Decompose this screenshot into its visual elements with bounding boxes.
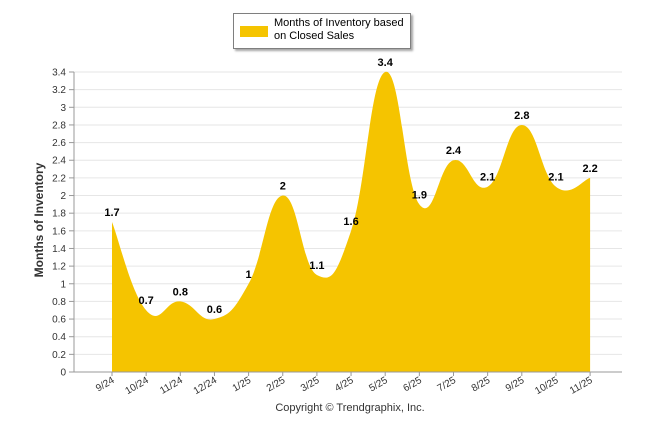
legend-label-line2: on Closed Sales [274,30,355,42]
data-label: 0.7 [139,295,154,307]
x-tick-label: 8/25 [470,375,493,394]
axes [73,72,622,373]
series-area-path [112,71,591,372]
y-tick-label: 1.8 [52,209,66,220]
y-axis-title: Months of Inventory [32,162,46,277]
data-label: 1.7 [104,207,119,219]
data-label: 1.9 [412,189,427,201]
x-tick-label: 2/25 [265,375,288,394]
x-tick-labels: 9/24 10/24 11/24 12/24 1/25 2/25 3/25 4/25 5/25 6… [94,372,595,397]
y-tick-label: 2.2 [52,173,66,184]
data-label: 2.8 [514,110,529,122]
y-tick-label: 2.8 [52,120,66,131]
y-tick-label: 1 [60,279,66,290]
data-label: 0.6 [207,304,222,316]
legend: Months of Inventory based on Closed Sale… [233,13,411,49]
y-tick-label: 0.4 [52,332,66,343]
data-label: 1 [246,269,252,281]
x-tick-label: 12/24 [192,375,220,397]
x-tick-label: 3/25 [299,375,322,394]
x-tick-label: 10/24 [123,375,151,397]
y-tick-labels: 0 0.2 0.4 0.6 0.8 1 1.2 1.4 1.6 1.8 2 2.2 2.4 2.6 2.8 3… [52,68,66,379]
legend-label-line1: Months of Inventory based [274,17,404,29]
x-tick-label: 7/25 [436,375,459,394]
x-tick-label: 6/25 [401,375,424,394]
x-tick-label: 9/25 [504,375,527,394]
x-tick-label: 4/25 [333,375,356,394]
x-tick-label: 1/25 [231,375,254,394]
y-tick-label: 1.4 [52,244,66,255]
data-label: 0.8 [173,286,188,298]
y-tick-label: 3.2 [52,85,66,96]
y-tick-label: 3.4 [52,68,66,79]
series-area [112,71,591,372]
data-label: 3.4 [378,57,394,69]
y-tick-label: 3 [60,103,66,114]
copyright-footer: Copyright © Trendgraphix, Inc. [275,402,425,414]
y-tick-label: 2 [60,191,66,202]
data-label: 1.1 [309,260,324,272]
y-tick-label: 0 [60,368,66,379]
data-labels: 1.7 0.7 0.8 0.6 1 2 1.1 1.6 3.4 1.9 2.4 2.1 2.8 2.1 2.… [104,57,597,316]
y-tick-label: 2.4 [52,156,66,167]
y-tick-label: 0.8 [52,297,66,308]
data-label: 2.4 [446,145,462,157]
x-tick-label: 9/24 [94,375,117,394]
x-tick-label: 5/25 [367,375,390,394]
x-tick-label: 10/25 [533,375,561,397]
y-tick-label: 1.6 [52,226,66,237]
data-label: 2.1 [548,172,563,184]
y-tick-label: 0.2 [52,350,66,361]
data-label: 2 [280,181,286,193]
data-label: 1.6 [343,216,358,228]
data-label: 2.2 [582,163,597,175]
x-tick-label: 11/24 [158,375,185,397]
y-tick-label: 1.2 [52,262,66,273]
y-tick-label: 0.6 [52,315,66,326]
x-tick-label: 11/25 [568,375,595,397]
legend-label: Months of Inventory based on Closed Sale… [274,17,410,43]
y-tick-label: 2.6 [52,138,66,149]
legend-swatch [240,26,268,37]
data-label: 2.1 [480,172,495,184]
